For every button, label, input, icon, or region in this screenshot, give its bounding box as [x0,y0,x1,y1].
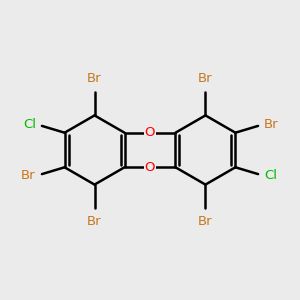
Text: Br: Br [198,214,213,228]
Text: Cl: Cl [23,118,36,130]
Text: O: O [145,126,155,139]
Text: Br: Br [87,214,102,228]
Text: Br: Br [87,72,102,86]
Text: Br: Br [264,118,279,130]
Text: Cl: Cl [264,169,277,182]
Text: Br: Br [198,72,213,86]
Text: O: O [145,161,155,174]
Text: Br: Br [21,169,36,182]
